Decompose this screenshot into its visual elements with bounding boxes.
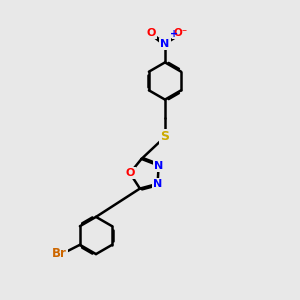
Text: N: N <box>160 39 169 49</box>
Text: N: N <box>154 160 163 170</box>
Text: O: O <box>147 28 156 38</box>
Text: N: N <box>153 179 162 189</box>
Text: +: + <box>170 29 178 39</box>
Text: Br: Br <box>52 247 66 260</box>
Text: O⁻: O⁻ <box>173 28 188 38</box>
Text: O: O <box>125 168 135 178</box>
Text: S: S <box>160 130 169 143</box>
